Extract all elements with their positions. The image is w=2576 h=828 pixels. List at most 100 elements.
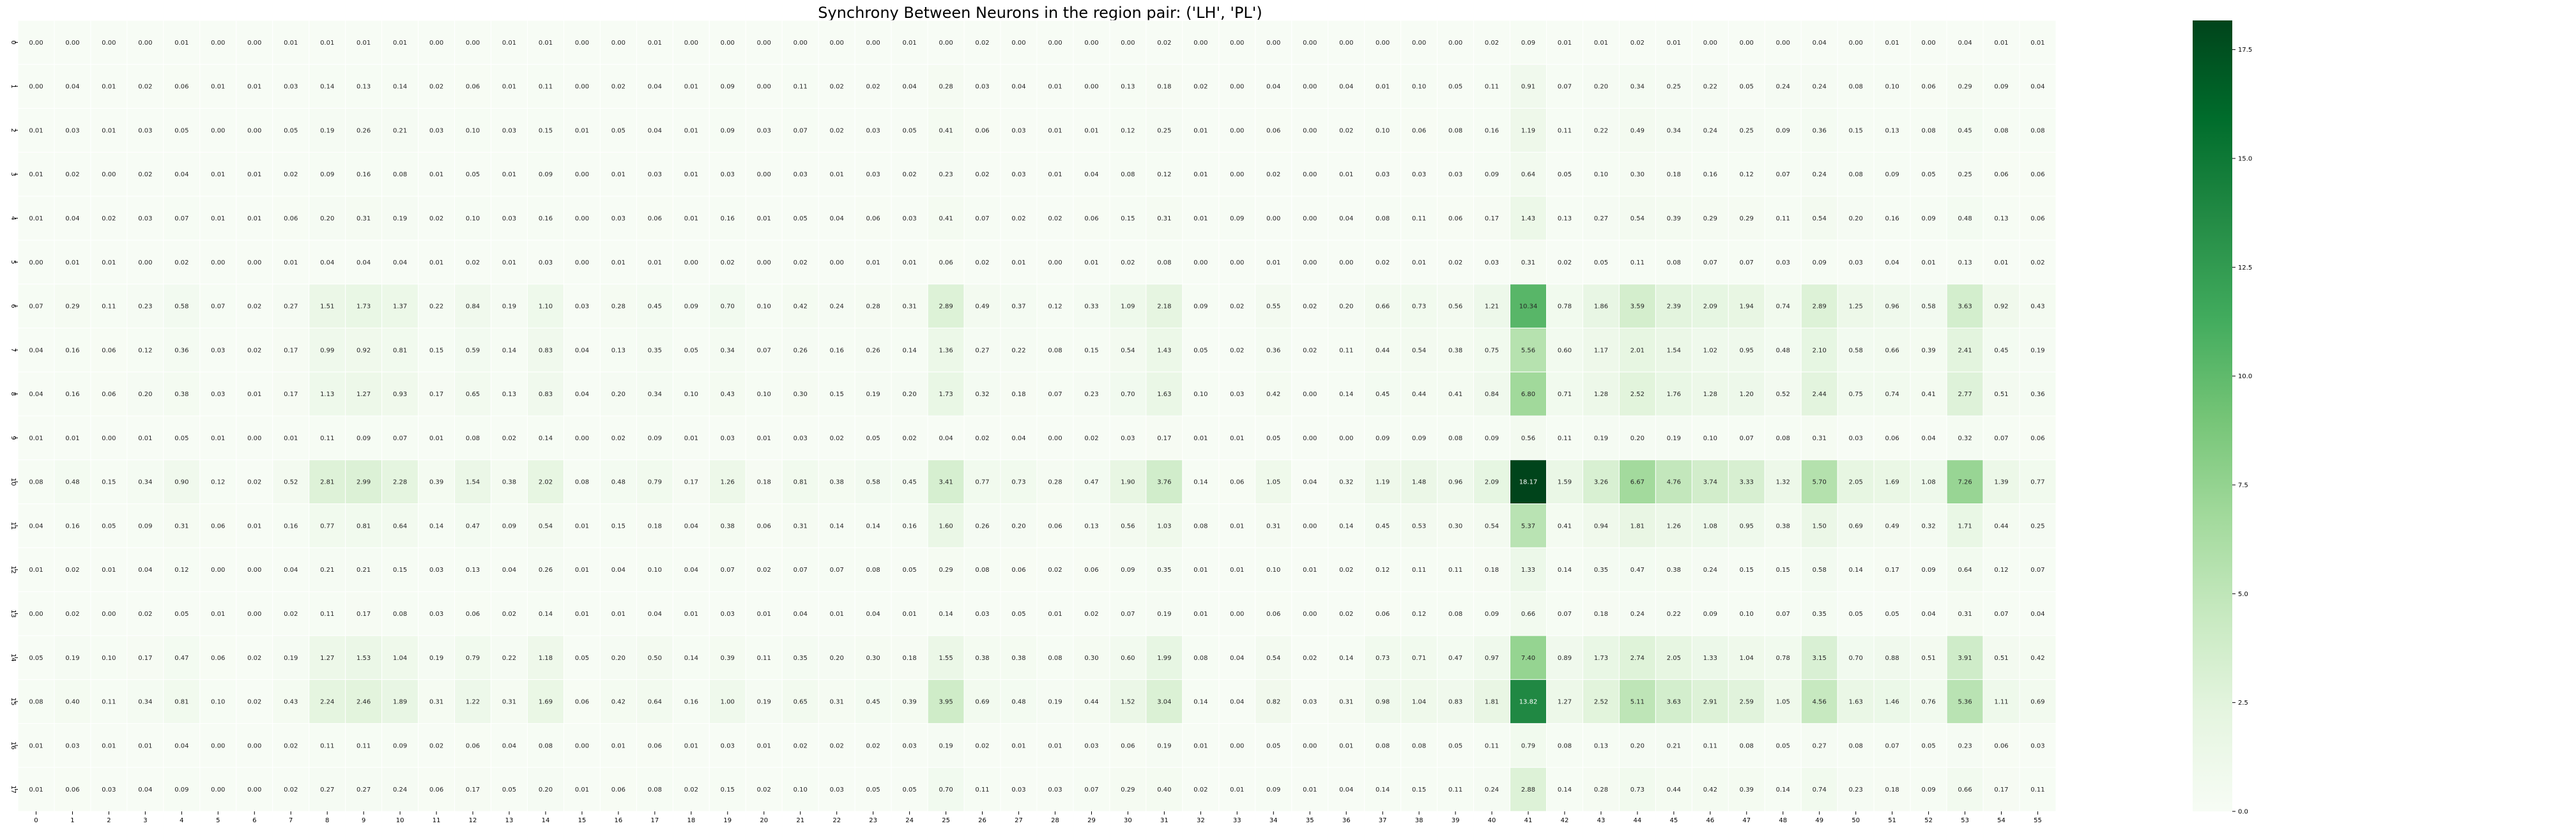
cell-value-label: 0.79 [466, 655, 480, 662]
cell-value-label: 0.20 [1630, 435, 1644, 442]
heatmap-cell [1910, 20, 1947, 65]
heatmap-cell [672, 151, 710, 197]
heatmap-cell [672, 284, 710, 328]
heatmap-cell [527, 415, 564, 461]
heatmap-cell [927, 64, 965, 109]
heatmap-cell [1073, 240, 1110, 285]
cell-value-label: 0.02 [502, 435, 516, 442]
heatmap-cell [418, 327, 456, 372]
cell-value-label: 10.34 [1519, 303, 1538, 310]
cell-value-label: 0.08 [1849, 742, 1863, 749]
cell-value-label: 0.06 [1266, 611, 1280, 618]
cell-value-label: 1.39 [1994, 479, 2008, 486]
cell-value-label: 0.38 [721, 523, 735, 530]
cell-value-label: 0.05 [466, 171, 480, 178]
cell-value-label: 0.00 [575, 40, 589, 47]
heatmap-cell [1182, 195, 1220, 241]
cell-value-label: 0.28 [939, 84, 953, 91]
cell-value-label: 0.08 [393, 611, 407, 618]
cell-value-label: 0.41 [939, 127, 953, 134]
cell-value-label: 0.00 [1230, 259, 1244, 266]
cell-value-label: 0.01 [211, 215, 225, 222]
heatmap-cell [1000, 240, 1038, 285]
cell-value-label: 0.34 [1630, 84, 1644, 91]
heatmap-cell [1437, 415, 1475, 461]
heatmap-cell [1691, 503, 1729, 548]
x-tick-label: 35 [1306, 817, 1314, 824]
heatmap-cell [1982, 108, 2020, 153]
x-tick-label: 33 [1233, 817, 1241, 824]
cell-value-label: 0.04 [138, 786, 152, 793]
heatmap-cell [818, 591, 855, 636]
cell-value-label: 0.05 [1193, 347, 1208, 354]
cell-value-label: 2.24 [320, 699, 334, 706]
cell-value-label: 1.81 [1485, 699, 1499, 706]
cell-value-label: 0.02 [830, 742, 844, 749]
heatmap-cell [345, 20, 383, 65]
heatmap-cell [1764, 503, 1802, 548]
heatmap-cell [491, 415, 528, 461]
cell-value-label: 0.04 [793, 611, 808, 618]
cell-value-label: 0.14 [866, 523, 880, 530]
heatmap-cell [527, 151, 564, 197]
heatmap-cell [709, 284, 746, 328]
heatmap-cell [345, 195, 383, 241]
cell-value-label: 0.02 [174, 259, 188, 266]
heatmap-cell [1800, 503, 1838, 548]
heatmap-cell [709, 635, 746, 680]
cell-value-label: 0.15 [1776, 567, 1790, 574]
cell-value-label: 0.14 [539, 435, 553, 442]
cell-value-label: 0.15 [721, 786, 735, 793]
cell-value-label: 0.04 [575, 391, 589, 398]
heatmap-cell [1510, 635, 1547, 680]
heatmap-cell [599, 591, 637, 636]
heatmap-cell [1182, 679, 1220, 724]
cell-value-label: 0.00 [830, 259, 844, 266]
heatmap-cell [1400, 503, 1438, 548]
cell-value-label: 0.04 [1885, 259, 1899, 266]
heatmap-cell [2019, 108, 2057, 153]
cell-value-label: 0.06 [2030, 215, 2044, 222]
cell-value-label: 0.04 [1921, 611, 1935, 618]
x-tick-label: 20 [760, 817, 768, 824]
cell-value-label: 0.45 [902, 479, 916, 486]
heatmap-cell [1036, 284, 1074, 328]
cell-value-label: 0.04 [1339, 786, 1353, 793]
cell-value-label: 0.41 [939, 215, 953, 222]
cell-value-label: 1.50 [1813, 523, 1827, 530]
x-tick-label: 23 [869, 817, 877, 824]
cell-value-label: 0.04 [611, 567, 625, 574]
cell-value-label: 0.81 [393, 347, 407, 354]
heatmap-cell [527, 327, 564, 372]
cell-value-label: 0.14 [1339, 523, 1353, 530]
heatmap-cell [1946, 240, 1984, 285]
heatmap-cell [1655, 20, 1692, 65]
x-axis-ticks: 0 1 2 3 4 5 6 7 8 9 10 11 12 13 14 15 16 17 18 19 20 21 22 23 24… [34, 811, 2042, 824]
heatmap-cell [54, 240, 91, 285]
x-tick-label: 8 [325, 817, 329, 824]
cell-value-label: 0.07 [721, 567, 735, 574]
heatmap-cell [1437, 679, 1475, 724]
cell-value-label: 0.06 [939, 259, 953, 266]
cell-value-label: 0.00 [1084, 40, 1098, 47]
heatmap-cell [1764, 635, 1802, 680]
cell-value-label: 0.70 [1121, 391, 1135, 398]
heatmap-cell [1364, 371, 1402, 417]
cell-value-label: 0.84 [466, 303, 480, 310]
heatmap-cell [1764, 415, 1802, 461]
heatmap-cell [1982, 240, 2020, 285]
heatmap-cell [1000, 635, 1038, 680]
cell-value-label: 0.02 [611, 84, 625, 91]
cell-value-label: 0.06 [1011, 567, 1025, 574]
cell-value-label: 0.41 [1448, 391, 1462, 398]
heatmap-cell [491, 767, 528, 812]
heatmap-cell [599, 327, 637, 372]
cell-value-label: 0.18 [1667, 171, 1681, 178]
heatmap-cell [54, 415, 91, 461]
cell-value-label: 0.06 [1885, 435, 1899, 442]
cell-value-label: 0.01 [1193, 611, 1208, 618]
heatmap-cell [1182, 723, 1220, 768]
cell-value-label: 0.14 [1339, 655, 1353, 662]
cell-value-label: 0.01 [684, 84, 698, 91]
heatmap-cell [1510, 679, 1547, 724]
